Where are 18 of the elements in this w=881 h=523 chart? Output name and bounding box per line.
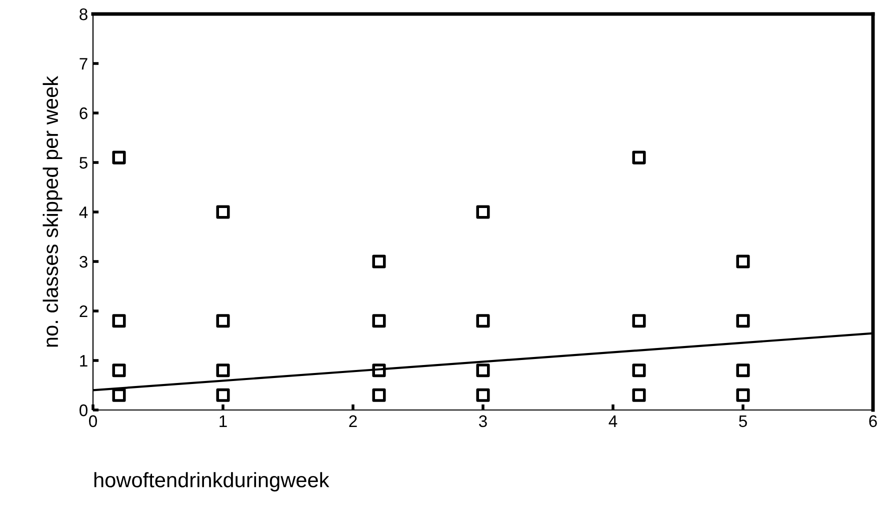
y-tick-label: 7: [80, 58, 88, 70]
x-tick-label: 1: [220, 415, 227, 427]
y-tick-label: 2: [80, 305, 88, 318]
y-tick-label: 1: [80, 355, 88, 367]
x-tick-label: 3: [479, 415, 487, 428]
y-tick-label: 6: [80, 107, 88, 120]
x-tick-label: 4: [608, 415, 618, 427]
x-tick-label: 0: [89, 415, 97, 428]
y-tick-label: 3: [80, 256, 88, 268]
y-tick-label: 0: [80, 404, 88, 416]
x-tick-label: 2: [349, 415, 357, 427]
y-tick-label: 4: [79, 206, 88, 218]
x-tick-label: 6: [869, 415, 877, 428]
y-tick-label: 5: [80, 157, 88, 169]
x-axis-title: howoftendrinkduringweek: [94, 472, 330, 492]
y-tick-label: 8: [80, 8, 88, 20]
x-tick-label: 5: [739, 415, 747, 428]
y-axis-title: no. classes skipped per week: [42, 76, 62, 347]
